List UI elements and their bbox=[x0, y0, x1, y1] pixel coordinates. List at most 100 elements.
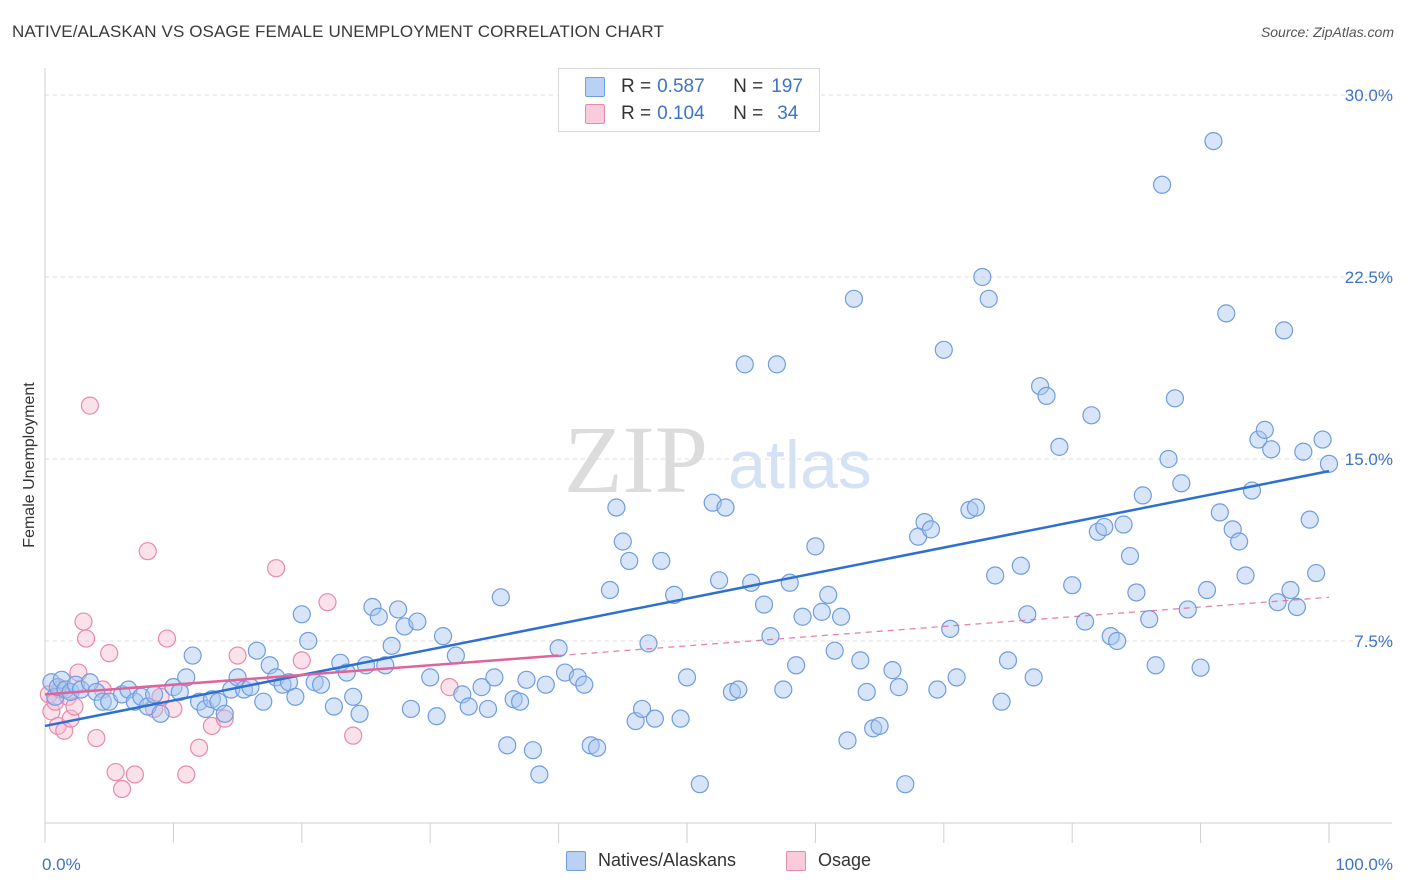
series-legend-natives[interactable]: Natives/Alaskans bbox=[566, 850, 736, 871]
natives-point bbox=[363, 597, 382, 617]
osage-point bbox=[65, 697, 84, 716]
osage-point bbox=[157, 629, 177, 648]
natives-point bbox=[639, 634, 658, 653]
natives-point bbox=[652, 551, 671, 571]
natives-point bbox=[588, 738, 607, 757]
osage-trend-line bbox=[44, 654, 559, 696]
osage-point bbox=[177, 765, 196, 784]
natives-point bbox=[344, 687, 363, 706]
natives-point bbox=[311, 675, 331, 694]
y-tick-label: 22.5% bbox=[1345, 268, 1393, 287]
natives-point bbox=[177, 668, 196, 687]
natives-point bbox=[1210, 503, 1229, 522]
natives-point bbox=[1159, 449, 1178, 469]
series-swatch-natives bbox=[566, 850, 586, 871]
natives-point bbox=[1249, 430, 1268, 449]
natives-point bbox=[754, 595, 774, 614]
natives-point bbox=[286, 687, 305, 706]
natives-point bbox=[215, 704, 234, 723]
natives-point bbox=[324, 697, 343, 716]
natives-point bbox=[1018, 605, 1037, 624]
natives-point bbox=[1108, 631, 1127, 651]
natives-point bbox=[1133, 486, 1152, 505]
y-tick-label: 7.5% bbox=[1354, 632, 1393, 651]
natives-point bbox=[774, 680, 793, 699]
series-name-natives: Natives/Alaskans bbox=[598, 850, 737, 870]
natives-point bbox=[369, 607, 388, 626]
legend-n-label: N = bbox=[733, 76, 764, 97]
y-tick-label: 30.0% bbox=[1345, 86, 1393, 105]
series-legend: Natives/Alaskans Osage bbox=[0, 850, 1406, 878]
natives-point bbox=[1197, 580, 1217, 600]
natives-point bbox=[498, 736, 517, 755]
natives-point bbox=[1075, 612, 1095, 631]
natives-point bbox=[433, 627, 453, 646]
natives-point bbox=[427, 707, 446, 726]
legend-r-label: R = bbox=[621, 103, 652, 124]
natives-point bbox=[857, 682, 876, 702]
natives-point bbox=[600, 580, 620, 600]
osage-point bbox=[189, 738, 209, 757]
natives-point bbox=[851, 651, 870, 670]
osage-point bbox=[292, 651, 311, 670]
osage-point bbox=[228, 646, 247, 665]
natives-point bbox=[787, 656, 806, 675]
osage-point bbox=[87, 728, 106, 748]
natives-point bbox=[350, 704, 369, 723]
natives-point bbox=[620, 551, 639, 571]
series-legend-osage[interactable]: Osage bbox=[786, 850, 871, 871]
natives-point bbox=[1127, 583, 1146, 602]
natives-point bbox=[401, 699, 421, 719]
natives-point bbox=[421, 668, 440, 687]
y-tick-labels: 7.5% 15.0% 22.5% 30.0% bbox=[1345, 86, 1393, 651]
natives-point bbox=[1204, 131, 1223, 151]
natives-point bbox=[735, 355, 754, 374]
natives-point bbox=[1011, 556, 1030, 575]
natives-point bbox=[1294, 442, 1313, 461]
natives-point bbox=[998, 651, 1018, 670]
osage-point bbox=[100, 644, 119, 663]
natives-point bbox=[941, 619, 960, 638]
natives-point bbox=[485, 668, 504, 687]
natives-point bbox=[1120, 546, 1140, 566]
legend-swatch-osage bbox=[585, 104, 605, 124]
natives-point bbox=[151, 704, 170, 723]
natives-point bbox=[93, 692, 112, 711]
natives-point bbox=[716, 498, 735, 517]
natives-point bbox=[729, 680, 748, 699]
natives-point bbox=[1178, 600, 1197, 619]
legend-r-label: R = bbox=[621, 76, 652, 97]
natives-point bbox=[934, 340, 953, 359]
natives-point bbox=[709, 571, 729, 590]
natives-point bbox=[1230, 532, 1249, 551]
natives-point bbox=[568, 668, 587, 687]
correlation-legend: R = 0.587 N = 197 R = 0.104 N = 34 bbox=[558, 68, 820, 132]
natives-point bbox=[825, 641, 844, 660]
natives-point bbox=[613, 532, 632, 551]
natives-point bbox=[1063, 576, 1082, 595]
osage-point bbox=[125, 765, 144, 784]
natives-point bbox=[1095, 517, 1114, 537]
natives-point bbox=[517, 670, 536, 689]
natives-point bbox=[299, 631, 318, 651]
chart-title: NATIVE/ALASKAN VS OSAGE FEMALE UNEMPLOYM… bbox=[12, 22, 664, 41]
natives-point bbox=[254, 692, 273, 711]
natives-point bbox=[1050, 437, 1069, 456]
osage-point bbox=[215, 709, 234, 728]
osage-point bbox=[74, 612, 93, 631]
natives-point bbox=[459, 697, 478, 716]
osage-points bbox=[39, 396, 459, 799]
natives-point bbox=[973, 267, 992, 287]
natives-point bbox=[1281, 580, 1300, 600]
natives-point bbox=[1152, 175, 1172, 194]
natives-point bbox=[247, 641, 266, 660]
natives-point bbox=[1146, 656, 1165, 675]
natives-point bbox=[632, 699, 652, 719]
natives-point bbox=[408, 612, 427, 631]
natives-point bbox=[812, 602, 831, 621]
natives-point bbox=[896, 775, 915, 794]
natives-point bbox=[1300, 510, 1319, 529]
natives-point bbox=[915, 512, 934, 532]
axes bbox=[44, 68, 1392, 843]
natives-point bbox=[292, 605, 311, 624]
